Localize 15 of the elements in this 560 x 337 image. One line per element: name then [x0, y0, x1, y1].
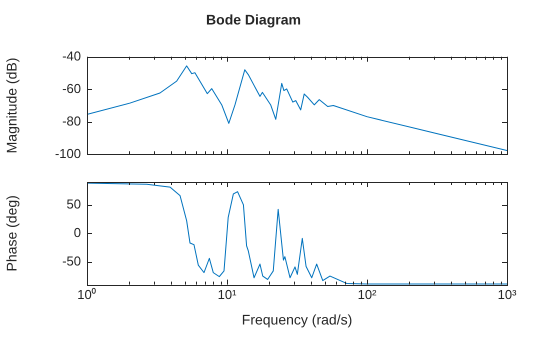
x-tick-label: 10⁰ [77, 286, 97, 302]
x-axis-title: Frequency (rad/s) [242, 311, 352, 328]
x-tick-label: 10³ [498, 286, 518, 302]
y-axis-title: Magnitude (dB) [3, 58, 20, 154]
y-tick-label: -100 [54, 146, 81, 161]
x-tick-label: 10¹ [218, 286, 238, 302]
y-tick-label: 50 [66, 196, 81, 212]
y-tick-label: -80 [62, 113, 81, 128]
chart-title: Bode Diagram [206, 11, 301, 28]
y-tick-label: -40 [62, 48, 81, 64]
y-axis-title: Phase (deg) [3, 195, 20, 272]
x-tick-label: 10² [358, 286, 378, 302]
y-tick-label: -60 [62, 80, 81, 96]
y-tick-label: 0 [74, 224, 81, 240]
y-tick-label: -50 [62, 253, 81, 268]
